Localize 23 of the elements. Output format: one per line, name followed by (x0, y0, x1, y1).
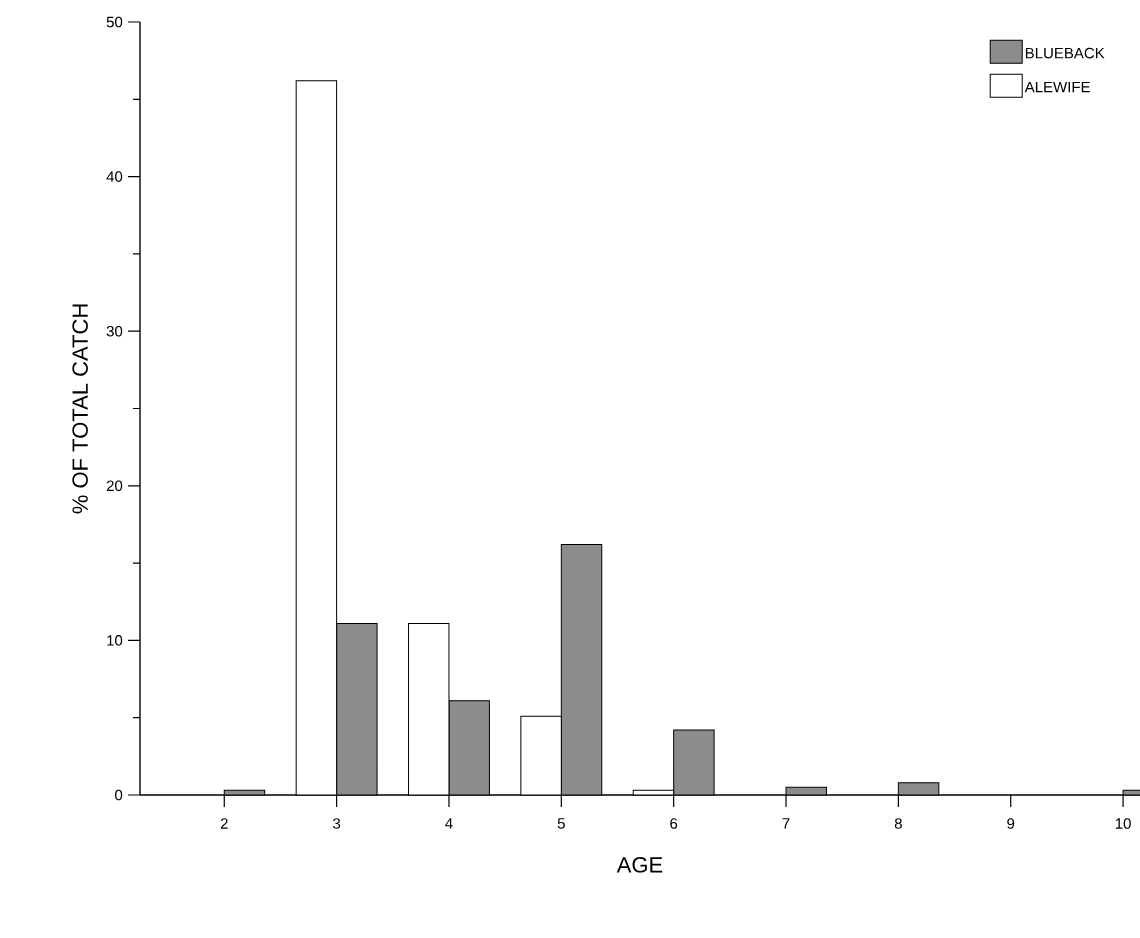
x-tick-label: 4 (445, 818, 453, 829)
x-tick-label: 5 (557, 818, 565, 829)
bar (448, 700, 490, 796)
x-tick-label: 7 (782, 818, 790, 829)
bar (673, 729, 715, 796)
legend-label: ALEWIFE (1024, 81, 1090, 93)
y-tick-label: 50 (106, 16, 123, 28)
bar (560, 544, 603, 796)
y-axis-title: % OF TOTAL CATCH (72, 304, 88, 514)
y-tick-label: 30 (106, 325, 123, 337)
y-tick-label: 10 (107, 635, 123, 646)
x-tick-label: 3 (333, 818, 341, 829)
bar (336, 622, 378, 796)
x-tick-label: 10 (1115, 818, 1131, 829)
x-tick-label: 8 (894, 818, 902, 829)
y-tick-label: 40 (106, 171, 123, 182)
x-tick-label: 2 (220, 818, 228, 829)
y-tick-label: 20 (106, 480, 123, 492)
x-tick-label: 9 (1007, 818, 1015, 829)
legend-label: BLUEBACK (1025, 47, 1105, 59)
x-tick-label: 6 (670, 818, 678, 829)
y-tick-label: 0 (115, 789, 123, 801)
x-axis-title: AGE (616, 857, 663, 873)
